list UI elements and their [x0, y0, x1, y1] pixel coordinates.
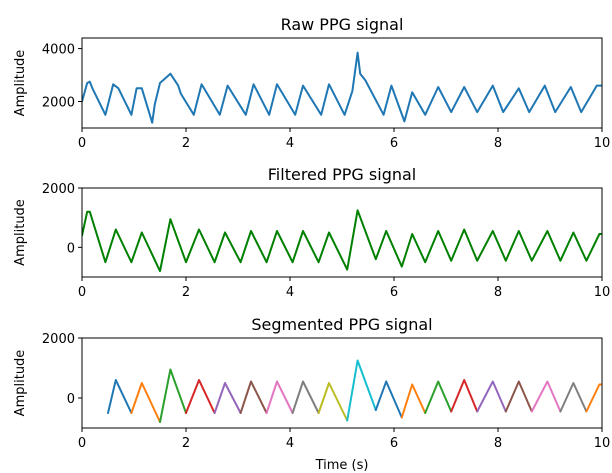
y-axis-label: Amplitude [13, 199, 28, 266]
series-line-2-2 [159, 368, 187, 423]
y-tick-label: 0 [67, 392, 75, 407]
series-line-1-0 [82, 209, 602, 273]
chart-title: Raw PPG signal [281, 15, 404, 34]
x-tick-label: 0 [78, 436, 86, 451]
x-tick-label: 8 [494, 436, 502, 451]
x-tick-label: 10 [594, 136, 611, 151]
x-tick-label: 6 [390, 285, 398, 300]
chart-panel-2: 0 2 4 6 8 10 0 2000 Segmented PPG signal Amplitud… [13, 315, 610, 473]
series-line-2-1 [130, 382, 161, 423]
x-tick-label: 8 [494, 136, 502, 151]
y-tick-label: 4000 [42, 43, 75, 58]
series-line-2-14 [476, 380, 507, 413]
series-line-0-0 [82, 51, 602, 124]
x-tick-label: 4 [286, 136, 294, 151]
y-axis-label: Amplitude [13, 350, 28, 417]
series-line-2-13 [450, 379, 479, 413]
x-tick-label: 2 [182, 136, 190, 151]
series-line-2-5 [239, 380, 268, 414]
y-tick-label: 2000 [42, 96, 75, 111]
y-tick-label: 2000 [42, 332, 75, 347]
y-tick-label: 2000 [42, 182, 75, 197]
x-tick-label: 4 [286, 436, 294, 451]
series-line-2-12 [424, 380, 453, 414]
x-tick-label: 6 [390, 136, 398, 151]
series-line-2-9 [346, 359, 377, 422]
series-line-2-16 [530, 380, 562, 413]
plot-frame [81, 187, 603, 278]
plot-frame [81, 337, 603, 429]
x-tick-label: 0 [78, 285, 86, 300]
series-line-2-15 [504, 380, 533, 413]
x-axis-label: Time (s) [315, 458, 369, 473]
x-tick-label: 8 [494, 285, 502, 300]
series-line-2-17 [559, 382, 588, 413]
y-axis-label: Amplitude [13, 50, 28, 117]
series-line-2-18 [585, 383, 602, 413]
x-tick-label: 0 [78, 136, 86, 151]
x-tick-label: 2 [182, 285, 190, 300]
x-tick-label: 6 [390, 436, 398, 451]
x-tick-label: 10 [594, 436, 611, 451]
x-tick-label: 4 [286, 285, 294, 300]
plot-frame [81, 37, 603, 129]
series-line-2-0 [107, 379, 133, 414]
chart-title: Filtered PPG signal [268, 165, 416, 184]
chart-panel-1: 0 2 4 6 8 10 0 2000 Filtered PPG signal Amplitude [13, 165, 610, 300]
chart-title: Segmented PPG signal [251, 315, 432, 334]
series-line-2-3 [185, 379, 216, 414]
x-tick-label: 2 [182, 436, 190, 451]
series-line-2-8 [317, 382, 349, 422]
series-line-2-7 [291, 380, 320, 414]
series-line-2-10 [374, 380, 403, 419]
y-tick-label: 0 [67, 241, 75, 256]
series-line-2-6 [265, 380, 294, 414]
series-line-2-4 [213, 382, 242, 414]
chart-panel-0: 0 2 4 6 8 10 2000 4000 Raw PPG signal Amplitude [13, 15, 610, 151]
series-line-2-11 [400, 383, 427, 419]
x-tick-label: 10 [594, 285, 611, 300]
